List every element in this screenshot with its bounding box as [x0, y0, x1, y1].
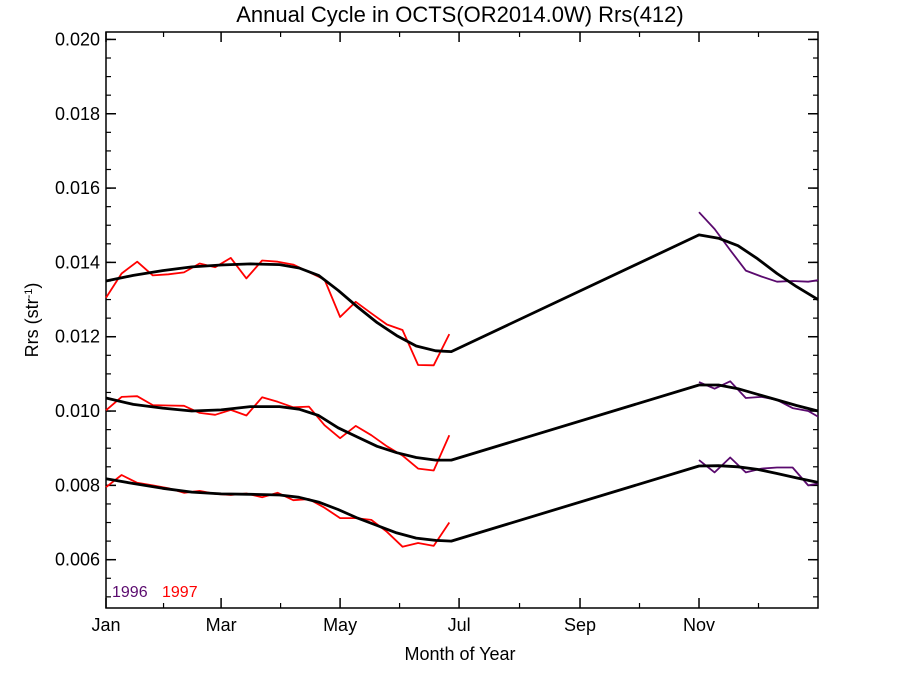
y-tick-label: 0.010: [55, 401, 100, 421]
y-axis-label-main: Rrs (str: [22, 298, 42, 357]
x-tick-label: Sep: [564, 615, 596, 635]
x-axis-label: Month of Year: [404, 644, 515, 664]
y-tick-label: 0.016: [55, 178, 100, 198]
series-1996-middle-line: [698, 380, 819, 418]
series-1997-lower-line: [105, 474, 451, 548]
fit-lower-curve: [105, 464, 819, 543]
y-tick-label: 0.018: [55, 104, 100, 124]
y-tick-label: 0.014: [55, 252, 100, 272]
chart-title: Annual Cycle in OCTS(OR2014.0W) Rrs(412): [236, 2, 683, 27]
series-1996-upper-line: [698, 211, 819, 283]
y-tick-label: 0.020: [55, 29, 100, 49]
x-tick-label: Jul: [448, 615, 471, 635]
series-1997-middle-line: [105, 395, 451, 472]
plot-frame: [105, 31, 819, 609]
x-tick-label: Nov: [683, 615, 715, 635]
y-axis: 0.006 0.008 0.010 0.012 0.014 0.016 0.018 0.020: [55, 29, 818, 598]
y-tick-label: 0.008: [55, 475, 100, 495]
fit-upper-curve: [105, 233, 819, 354]
y-axis-label-sup: -1: [23, 289, 35, 299]
series-1996-lower-line: [698, 456, 819, 487]
x-tick-label: May: [323, 615, 357, 635]
y-tick-label: 0.012: [55, 327, 100, 347]
y-tick-label: 0.006: [55, 550, 100, 570]
series-1997-upper-line: [105, 256, 451, 367]
legend-1997: 1997: [162, 584, 198, 601]
fit-layer: [105, 233, 819, 543]
legend-1996: 1996: [112, 584, 148, 601]
series-layer: [105, 211, 819, 548]
y-axis-label-tail: ): [22, 283, 42, 289]
y-axis-label: Rrs (str-1): [22, 283, 42, 358]
x-axis: Jan Mar May Jul Sep Nov: [91, 32, 760, 635]
x-tick-label: Mar: [206, 615, 237, 635]
x-tick-label: Jan: [91, 615, 120, 635]
fit-middle-curve: [105, 383, 819, 462]
